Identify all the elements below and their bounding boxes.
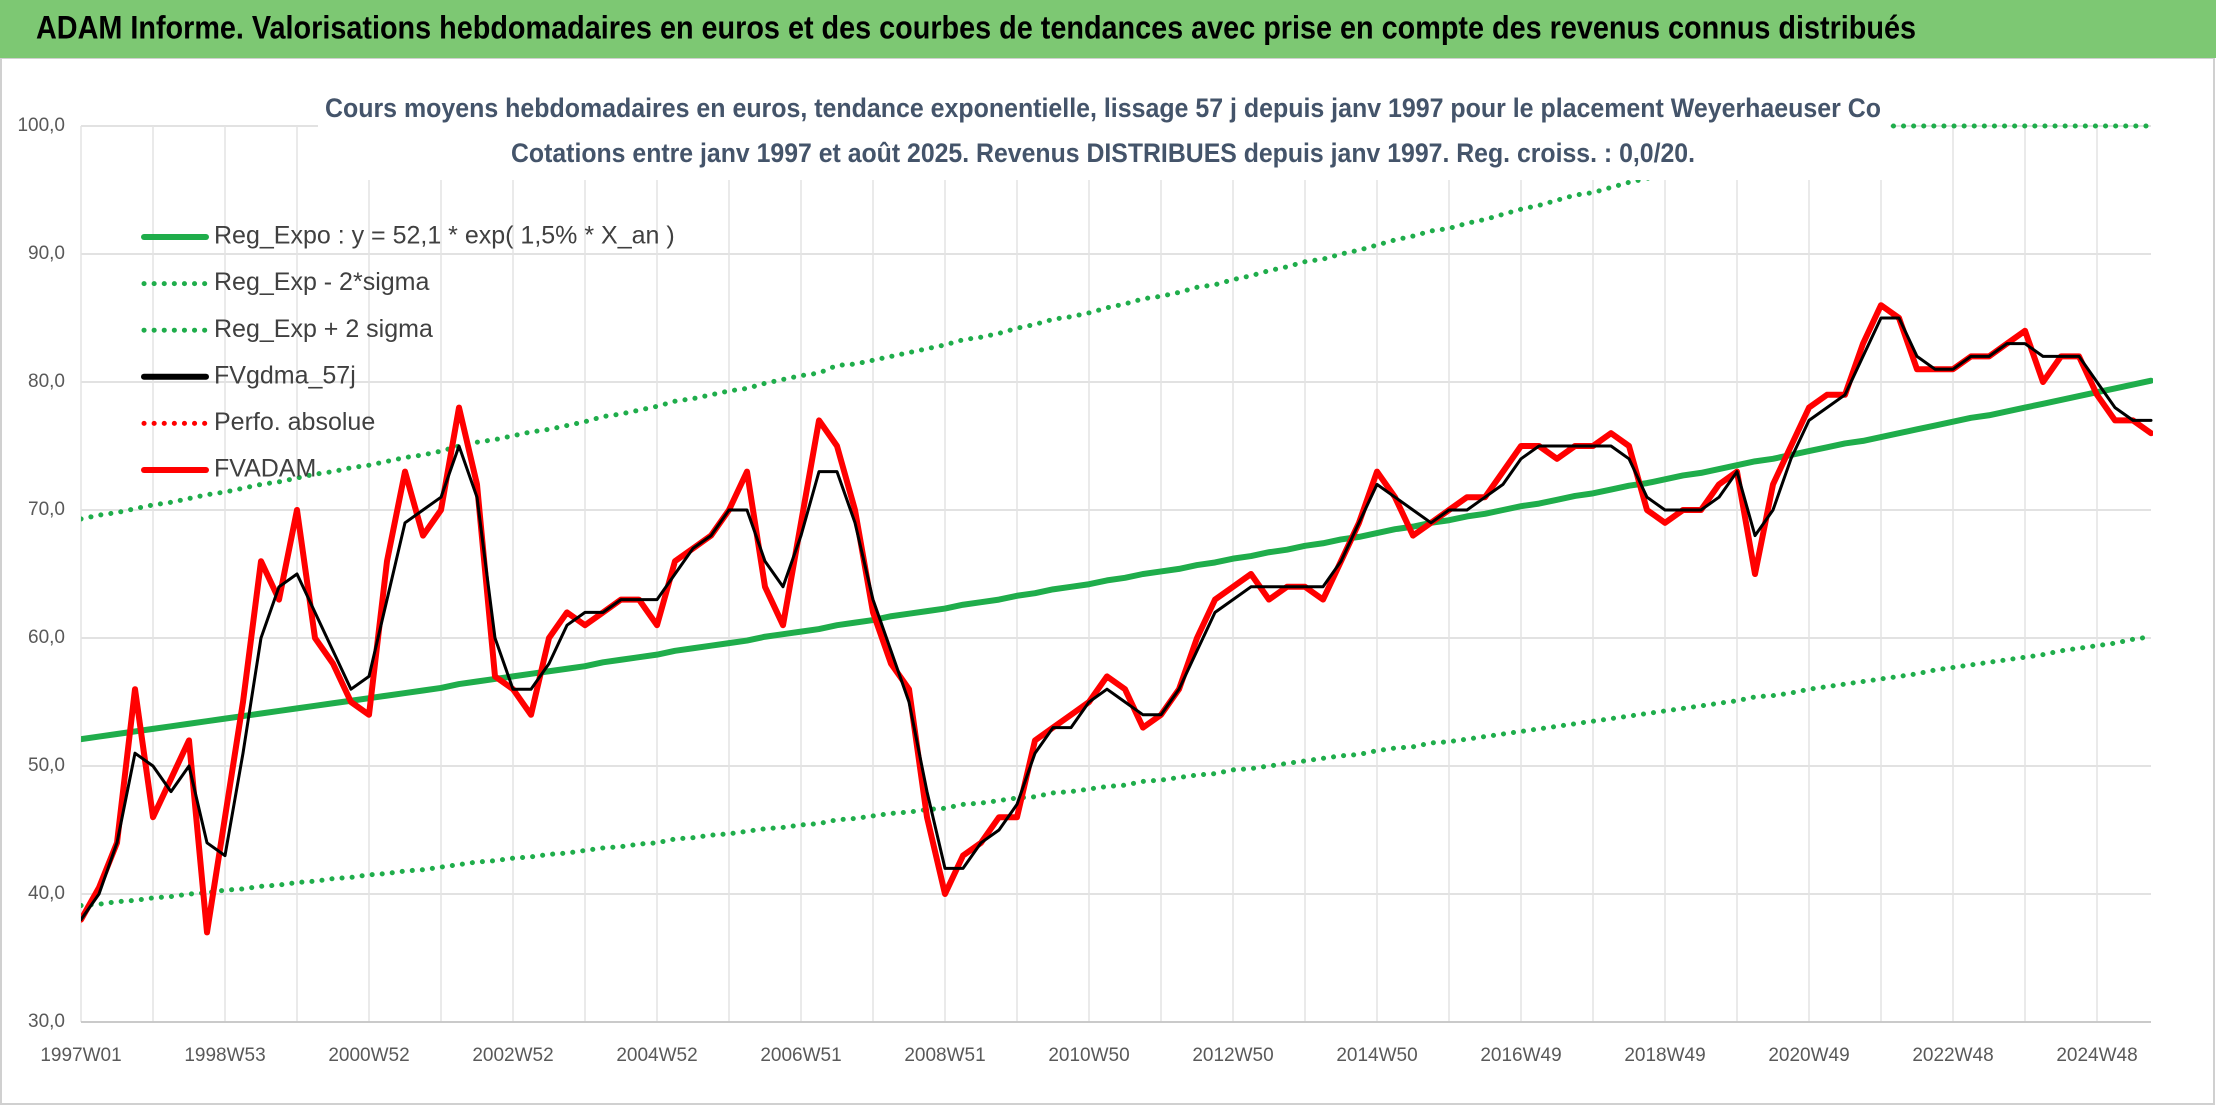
title-box bbox=[318, 88, 1890, 180]
legend-label: Reg_Exp + 2 sigma bbox=[214, 315, 433, 343]
x-tick-label: 1998W53 bbox=[184, 1045, 265, 1066]
x-tick-label: 2016W49 bbox=[1480, 1045, 1561, 1066]
series-line bbox=[81, 377, 2153, 743]
legend-label: Reg_Expo : y = 52,1 * exp( 1,5% * X_an ) bbox=[214, 222, 675, 250]
series-line bbox=[81, 316, 2153, 922]
series-line bbox=[81, 302, 2153, 936]
legend-label: Reg_Exp - 2*sigma bbox=[214, 268, 429, 296]
legend-label: FVADAM bbox=[214, 455, 316, 483]
x-tick-label: 2008W51 bbox=[904, 1045, 985, 1066]
y-tick-label: 80,0 bbox=[28, 371, 65, 392]
header-bar bbox=[0, 0, 2216, 58]
y-tick-label: 40,0 bbox=[28, 883, 65, 904]
x-tick-label: 2018W49 bbox=[1624, 1045, 1705, 1066]
x-tick-label: 2012W50 bbox=[1192, 1045, 1273, 1066]
chart-subtitle: Cotations entre janv 1997 et août 2025. … bbox=[511, 138, 1695, 168]
grid: 30,0 40,0 50,0 60,0 70,0 80,0 90,0 100,0 1997W01… bbox=[17, 115, 2151, 1066]
legend: Reg_Expo : y = 52,1 * exp( 1,5% * X_an )… bbox=[141, 222, 675, 483]
legend-label: Perfo. absolue bbox=[214, 408, 375, 436]
y-tick-label: 30,0 bbox=[28, 1011, 65, 1032]
x-tick-label: 2024W48 bbox=[2056, 1045, 2137, 1066]
x-tick-label: 2014W50 bbox=[1336, 1045, 1417, 1066]
legend-label: FVgdma_57j bbox=[214, 361, 356, 389]
header-title: ADAM Informe. Valorisations hebdomadaire… bbox=[36, 9, 1916, 45]
y-tick-label: 100,0 bbox=[17, 115, 65, 136]
x-tick-label: 2002W52 bbox=[472, 1045, 553, 1066]
x-tick-label: 2022W48 bbox=[1912, 1045, 1993, 1066]
x-tick-label: 2000W52 bbox=[328, 1045, 409, 1066]
x-tick-label: 2004W52 bbox=[616, 1045, 697, 1066]
y-tick-label: 60,0 bbox=[28, 627, 65, 648]
y-tick-label: 50,0 bbox=[28, 755, 65, 776]
x-tick-label: 2020W49 bbox=[1768, 1045, 1849, 1066]
x-tick-label: 2006W51 bbox=[760, 1045, 841, 1066]
x-tick-label: 2010W50 bbox=[1048, 1045, 1129, 1066]
chart-title: Cours moyens hebdomadaires en euros, ten… bbox=[325, 93, 1881, 123]
x-tick-label: 1997W01 bbox=[40, 1045, 121, 1066]
y-tick-label: 90,0 bbox=[28, 243, 65, 264]
series-line bbox=[81, 634, 2153, 909]
y-tick-label: 70,0 bbox=[28, 499, 65, 520]
